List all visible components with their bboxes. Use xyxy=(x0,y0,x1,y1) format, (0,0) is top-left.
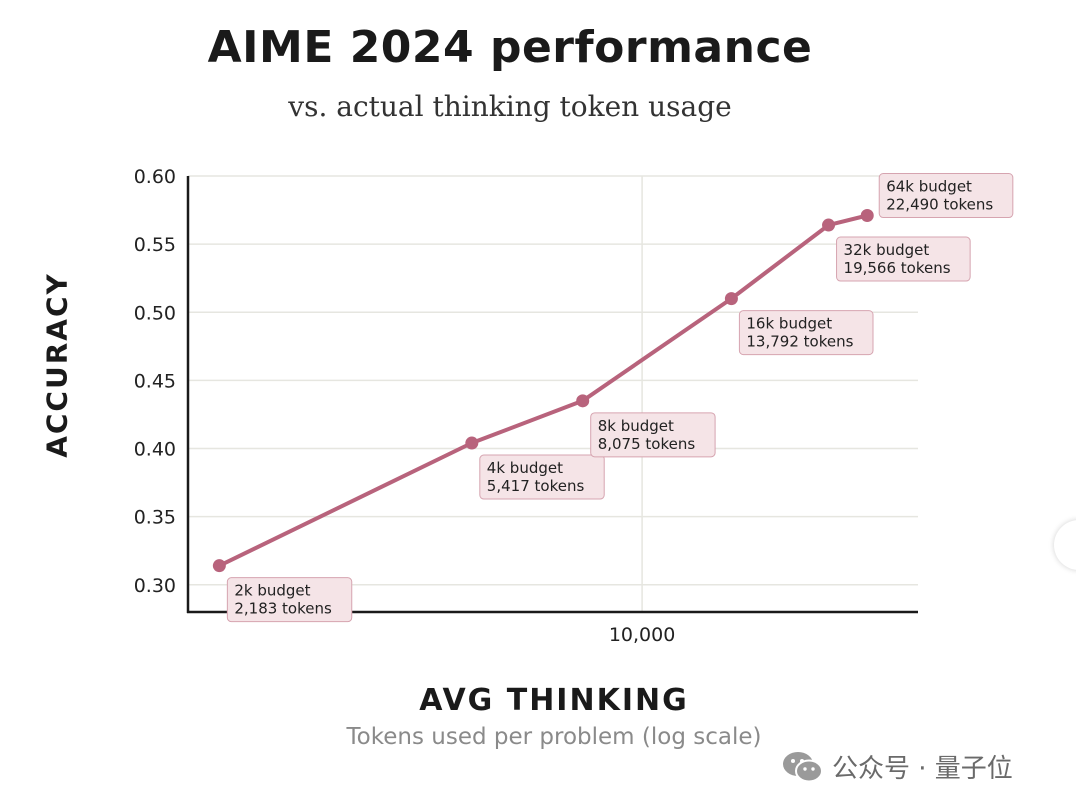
x-tick-label: 10,000 xyxy=(609,624,675,646)
watermark: 公众号 · 量子位 xyxy=(782,748,1013,785)
data-point xyxy=(822,218,836,232)
data-point xyxy=(860,209,874,223)
point-label-box xyxy=(590,412,716,458)
point-label-budget: 16k budget xyxy=(746,315,832,333)
point-label-budget: 64k budget xyxy=(886,178,972,196)
wechat-icon xyxy=(783,751,823,782)
chart-title: AIME 2024 performance xyxy=(207,22,813,73)
y-tick-label: 0.50 xyxy=(134,302,176,324)
y-tick-label: 0.45 xyxy=(134,370,176,392)
point-label-tokens: 8,075 tokens xyxy=(598,435,696,453)
data-point xyxy=(724,292,738,306)
chart-subtitle: vs. actual thinking token usage xyxy=(288,90,732,123)
side-scroll-handle[interactable] xyxy=(1054,520,1076,570)
point-label-box xyxy=(836,236,971,282)
data-point xyxy=(212,559,226,573)
point-label-budget: 2k budget xyxy=(234,582,310,600)
series-line xyxy=(217,213,870,568)
point-label-budget: 8k budget xyxy=(598,417,674,435)
point-label-tokens: 2,183 tokens xyxy=(234,600,332,618)
point-label-tokens: 13,792 tokens xyxy=(746,333,853,351)
point-label-budget: 4k budget xyxy=(487,459,563,477)
point-label-tokens: 19,566 tokens xyxy=(844,259,951,277)
x-axis-label: AVG THINKING xyxy=(419,683,689,718)
y-tick-label: 0.35 xyxy=(134,507,176,529)
data-point xyxy=(465,436,479,450)
point-label-tokens: 22,490 tokens xyxy=(886,196,993,214)
point-label-tokens: 5,417 tokens xyxy=(487,477,585,495)
point-label-box xyxy=(878,173,1014,219)
y-tick-label: 0.60 xyxy=(134,166,176,188)
watermark-text: 公众号 · 量子位 xyxy=(832,754,1013,784)
point-label-box xyxy=(738,310,874,356)
x-axis-sublabel: Tokens used per problem (log scale) xyxy=(346,724,762,750)
y-tick-label: 0.30 xyxy=(134,575,176,597)
point-label-budget: 32k budget xyxy=(844,241,930,259)
data-point xyxy=(576,394,590,408)
point-label-box xyxy=(226,577,353,623)
point-label-box xyxy=(479,454,605,500)
y-tick-label: 0.40 xyxy=(134,439,176,461)
y-tick-label: 0.55 xyxy=(134,234,176,256)
